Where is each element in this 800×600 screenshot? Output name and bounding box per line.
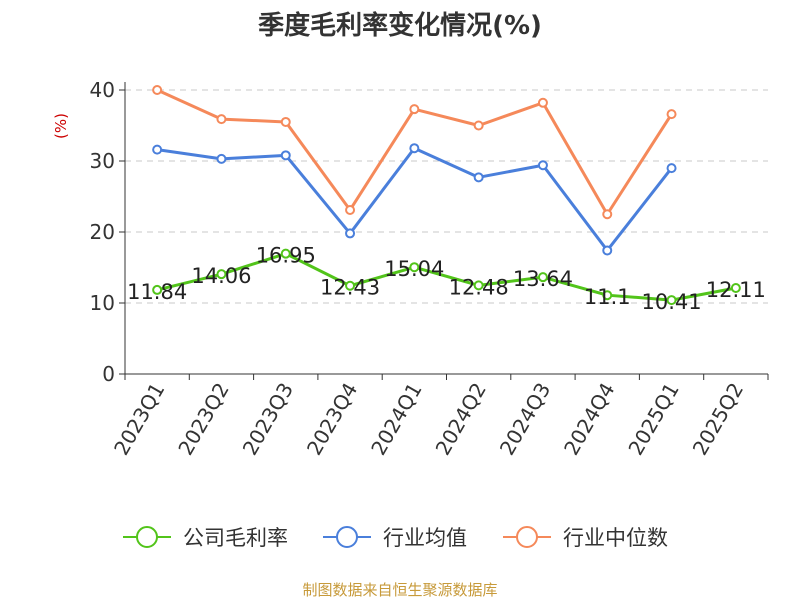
point-公司毛利率-2024Q4 — [602, 290, 613, 301]
footer-source: 制图数据来自恒生聚源数据库 — [302, 581, 497, 599]
legend-marker-icon — [516, 526, 538, 548]
point-行业中位数-2024Q1 — [409, 104, 420, 115]
point-行业均值-2023Q1 — [152, 144, 163, 155]
line-公司毛利率 — [156, 252, 737, 302]
point-公司毛利率-2024Q3 — [537, 272, 548, 283]
x-tick-label-2024Q3: 2024Q3 — [495, 379, 555, 460]
point-行业中位数-2024Q3 — [537, 97, 548, 108]
legend-item-行业均值[interactable]: 行业均值 — [323, 526, 467, 550]
y-tick-label-0: 0 — [102, 362, 115, 386]
data-label-2024Q3: 13.64 — [513, 267, 573, 291]
y-axis-unit: (%) — [52, 113, 70, 139]
point-公司毛利率-2023Q2 — [216, 269, 227, 280]
data-label-2023Q1: 11.84 — [127, 280, 187, 304]
data-label-2025Q1: 10.41 — [641, 290, 701, 314]
point-行业均值-2023Q4 — [345, 228, 356, 239]
x-tick-label-2023Q4: 2023Q4 — [302, 379, 362, 460]
point-行业中位数-2023Q3 — [280, 116, 291, 127]
y-tick-label-10: 10 — [90, 291, 115, 315]
line-行业均值 — [156, 146, 673, 252]
chart-title: 季度毛利率变化情况(%) — [258, 10, 542, 41]
x-axis-ticks: 2023Q1 2023Q2 2023Q3 2023Q4 2024Q1 2024Q2 2024… — [109, 374, 769, 460]
x-tick-label-2023Q3: 2023Q3 — [238, 379, 298, 460]
x-tick-label-2024Q2: 2024Q2 — [431, 379, 491, 460]
y-tick-label-30: 30 — [90, 149, 115, 173]
point-公司毛利率-2025Q2 — [730, 283, 741, 294]
legend-item-公司毛利率[interactable]: 公司毛利率 — [123, 526, 288, 550]
point-公司毛利率-2023Q1 — [152, 284, 163, 295]
point-行业均值-2024Q3 — [537, 160, 548, 171]
legend-marker-icon — [336, 526, 358, 548]
point-公司毛利率-2023Q4 — [345, 280, 356, 291]
series-points — [152, 85, 741, 306]
gridlines — [125, 89, 768, 304]
x-tick-label-2025Q2: 2025Q2 — [688, 379, 748, 460]
data-label-2024Q4: 11.1 — [584, 285, 631, 309]
point-行业中位数-2023Q4 — [345, 204, 356, 215]
point-公司毛利率-2023Q3 — [280, 248, 291, 259]
x-tick-label-2023Q2: 2023Q2 — [173, 379, 233, 460]
point-行业均值-2023Q3 — [280, 150, 291, 161]
legend-label: 行业中位数 — [563, 526, 668, 550]
point-行业均值-2025Q1 — [666, 163, 677, 174]
legend-label: 行业均值 — [383, 526, 467, 550]
legend-marker-icon — [136, 526, 158, 548]
point-公司毛利率-2025Q1 — [666, 295, 677, 306]
point-行业中位数-2025Q1 — [666, 109, 677, 120]
axes — [124, 82, 768, 375]
point-行业均值-2024Q1 — [409, 143, 420, 154]
point-公司毛利率-2024Q1 — [409, 262, 420, 273]
data-label-2024Q2: 12.48 — [449, 275, 509, 299]
data-label-2023Q4: 12.43 — [320, 276, 380, 300]
data-label-2025Q2: 12.11 — [706, 278, 766, 302]
point-行业中位数-2023Q2 — [216, 114, 227, 125]
point-行业均值-2024Q4 — [602, 245, 613, 256]
point-行业均值-2023Q2 — [216, 153, 227, 164]
point-公司毛利率-2024Q2 — [473, 280, 484, 291]
y-tick-label-40: 40 — [90, 78, 115, 102]
legend-label: 公司毛利率 — [183, 526, 288, 550]
x-tick-label-2024Q4: 2024Q4 — [559, 379, 619, 460]
y-tick-label-20: 20 — [90, 220, 115, 244]
data-label-2024Q1: 15.04 — [384, 257, 444, 281]
legend-item-行业中位数[interactable]: 行业中位数 — [503, 526, 668, 550]
data-label-2023Q2: 14.06 — [191, 264, 251, 288]
point-行业中位数-2024Q2 — [473, 120, 484, 131]
x-tick-label-2023Q1: 2023Q1 — [109, 379, 169, 460]
x-tick-label-2024Q1: 2024Q1 — [366, 379, 426, 460]
y-axis-ticks: 0 10 20 30 40 — [90, 78, 125, 386]
legend[interactable]: 公司毛利率 行业均值 行业中位数 — [123, 526, 668, 550]
point-行业均值-2024Q2 — [473, 172, 484, 183]
x-tick-label-2025Q1: 2025Q1 — [623, 379, 683, 460]
point-行业中位数-2024Q4 — [602, 209, 613, 220]
point-行业中位数-2023Q1 — [152, 85, 163, 95]
data-label-2023Q3: 16.95 — [256, 244, 316, 268]
